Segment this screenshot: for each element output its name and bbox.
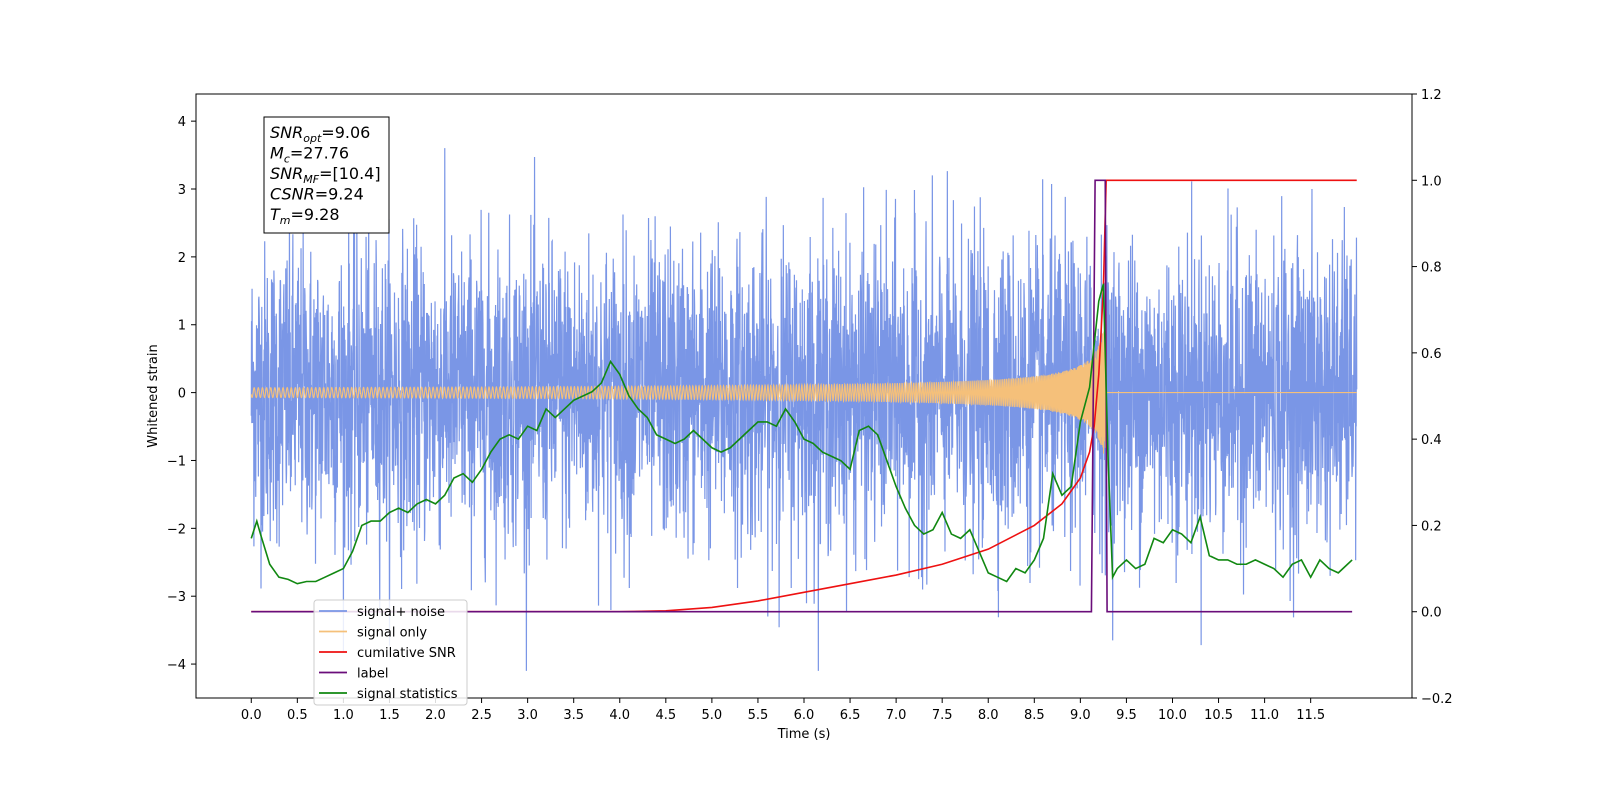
legend: signal+ noise signal only cumilative SNR la… (313, 599, 468, 706)
series-signal-statistics-line (250, 283, 1353, 585)
x-axis-label: Time (s) (777, 727, 831, 742)
legend-frame (313, 599, 468, 706)
y-tick-label: −1 (167, 454, 186, 469)
info-line: CSNR=9.24 (270, 185, 364, 204)
y-tick-label: 4 (178, 115, 186, 130)
x-tick-label: 7.0 (886, 708, 907, 723)
legend-entry-label: signal+ noise (357, 605, 445, 620)
series-cumilative-snr-line (251, 179, 1357, 613)
series-label-line (251, 179, 1353, 613)
y-tick-label: 2 (178, 251, 186, 266)
x-tick-label: 5.0 (702, 708, 723, 723)
legend-entry-label: signal statistics (357, 687, 458, 702)
info-line: SNRMF=[10.4] (270, 164, 381, 186)
y-tick-label: −4 (167, 658, 186, 673)
y2-tick-label: 0.4 (1421, 433, 1442, 448)
series-layer (250, 148, 1358, 671)
y-tick-label: −2 (167, 522, 186, 537)
y2-tick-label: 1.0 (1421, 174, 1442, 189)
x-tick-label: 4.5 (655, 708, 676, 723)
y2-tick-label: 0.2 (1421, 519, 1442, 534)
x-tick-label: 10.5 (1204, 708, 1233, 723)
info-line: Tm=9.28 (270, 205, 340, 227)
x-tick-label: 8.5 (1024, 708, 1045, 723)
y2-tick-label: 1.2 (1421, 88, 1442, 103)
axes-layer: 0.0 0.5 1.0 1.5 2.0 2.5 3.0 3.5 4.0 4.5 5.0 5.5 6.0 6… (167, 88, 1453, 723)
x-tick-label: 11.0 (1250, 708, 1279, 723)
y2-tick-label: −0.2 (1421, 692, 1453, 707)
y-tick-label: 3 (178, 183, 186, 198)
x-tick-label: 3.5 (563, 708, 584, 723)
x-tick-label: 1.0 (333, 708, 354, 723)
legend-entry-label: signal only (357, 626, 427, 641)
x-tick-label: 5.5 (748, 708, 769, 723)
x-tick-label: 2.5 (471, 708, 492, 723)
legend-entry-label: label (357, 667, 388, 682)
x-tick-label: 10.0 (1158, 708, 1187, 723)
info-line: Mc=27.76 (270, 144, 349, 166)
x-tick-label: 0.0 (241, 708, 262, 723)
y2-tick-label: 0.8 (1421, 261, 1442, 276)
x-tick-label: 9.0 (1070, 708, 1091, 723)
x-tick-label: 11.5 (1296, 708, 1325, 723)
y2-tick-label: 0.6 (1421, 347, 1442, 362)
y-tick-label: −3 (167, 590, 186, 605)
x-tick-label: 1.5 (379, 708, 400, 723)
y-tick-label: 1 (178, 319, 186, 334)
x-tick-label: 9.5 (1116, 708, 1137, 723)
x-tick-label: 4.0 (609, 708, 630, 723)
x-tick-label: 6.0 (794, 708, 815, 723)
y2-tick-label: 0.0 (1421, 606, 1442, 621)
info-line: SNRopt=9.06 (270, 123, 370, 145)
legend-entry-label: cumilative SNR (357, 646, 456, 661)
series-signal-noise-line (250, 148, 1358, 671)
x-tick-label: 2.0 (425, 708, 446, 723)
series-signal-only-line (250, 310, 1357, 454)
x-tick-label: 0.5 (287, 708, 308, 723)
x-tick-label: 7.5 (932, 708, 953, 723)
info-box: SNRopt=9.06Mc=27.76SNRMF=[10.4]CSNR=9.24… (263, 116, 390, 234)
x-tick-label: 8.0 (978, 708, 999, 723)
y-axis-label: Whitened strain (146, 344, 161, 447)
x-tick-label: 3.0 (517, 708, 538, 723)
info-box-frame (263, 116, 390, 234)
y-tick-label: 0 (178, 387, 186, 402)
x-tick-label: 6.5 (840, 708, 861, 723)
